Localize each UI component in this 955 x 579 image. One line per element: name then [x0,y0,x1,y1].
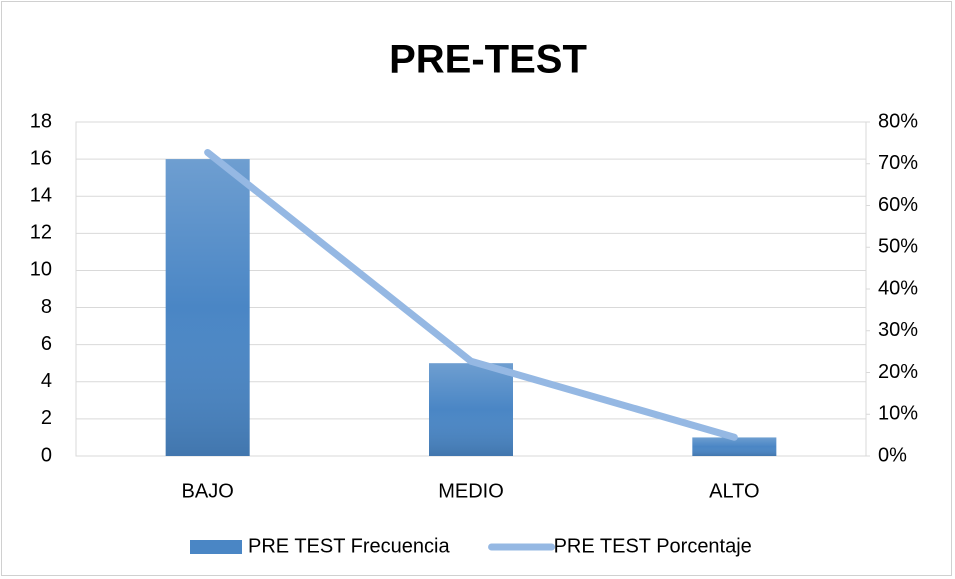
x-tick-label: ALTO [709,480,759,502]
y-tick-label: 14 [30,185,52,207]
legend-swatch [190,540,242,554]
y-tick-label: 12 [30,222,52,244]
y-tick-label: 2 [41,407,52,429]
y2-tick-label: 70% [878,152,918,174]
y2-tick-label: 0% [878,444,907,466]
y2-tick-label: 40% [878,277,918,299]
y2-tick-label: 10% [878,403,918,425]
y2-tick-label: 60% [878,194,918,216]
y2-tick-label: 20% [878,361,918,383]
line [204,148,738,441]
y-tick-label: 6 [41,333,52,355]
y-tick-label: 0 [41,444,52,466]
x-tick-label: BAJO [182,480,234,502]
y-tick-label: 8 [41,296,52,318]
x-tick-label: MEDIO [438,480,504,502]
legend-label: PRE TEST Porcentaje [554,535,752,557]
bar-shade [692,437,777,456]
y2-tick-label: 80% [878,110,918,132]
legend-label: PRE TEST Frecuencia [248,535,450,557]
y-tick-label: 18 [30,110,52,132]
y-tick-label: 4 [41,370,52,392]
y-tick-label: 10 [30,259,52,281]
bar-shade [429,363,513,456]
chart-title: PRE-TEST [389,38,587,82]
bar-shade [165,159,250,456]
y2-tick-label: 30% [878,319,918,341]
y2-tick-label: 50% [878,236,918,258]
y-tick-label: 16 [30,147,52,169]
